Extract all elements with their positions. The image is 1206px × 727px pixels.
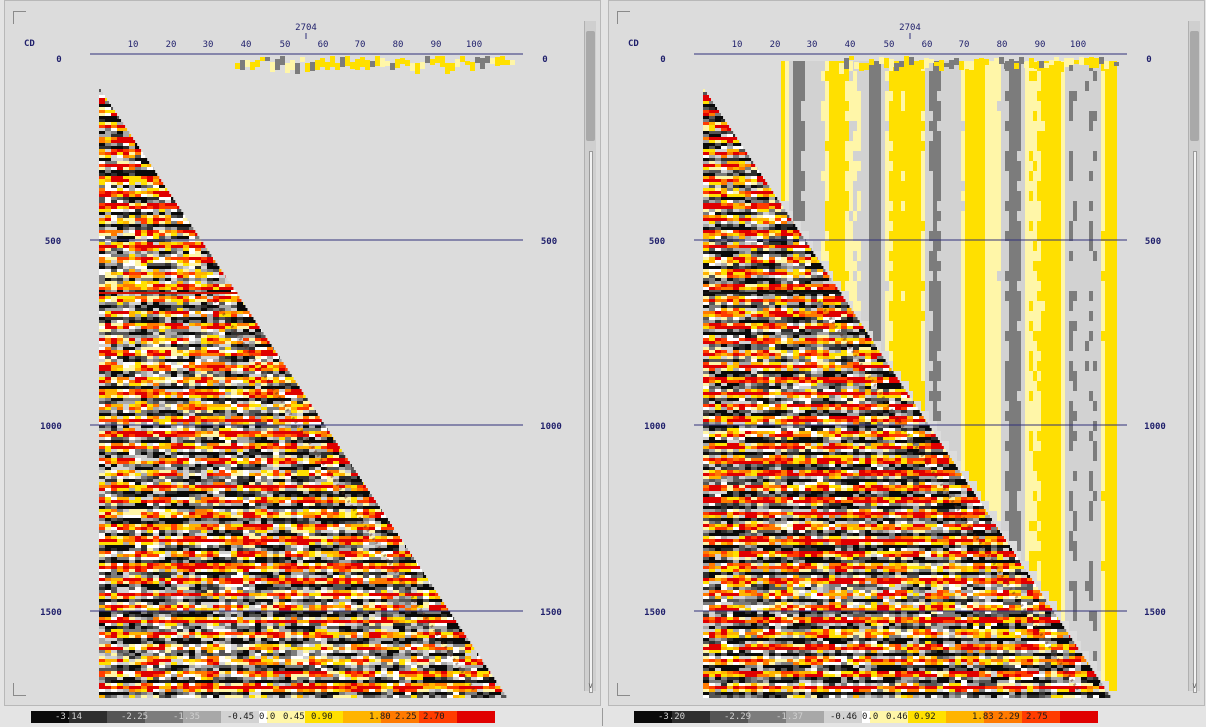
cdp-tick-label: 80: [393, 40, 404, 50]
colorbar-segment: [908, 711, 946, 723]
colorbar-segment: [634, 711, 672, 723]
scrollbar-track[interactable]: [1193, 151, 1197, 693]
cdp-tick-label: 80: [997, 40, 1008, 50]
time-label-right: 0: [542, 55, 547, 65]
time-label-left: 0: [56, 55, 61, 65]
colorbar-right: -3.20 -2.29 -1.37 -0.46 0.0 0.46 0.92 1.83 2.29 2…: [634, 711, 1098, 723]
colorbar-segment: [259, 711, 267, 723]
panel-corner: [617, 683, 630, 696]
seismic-panel-left: CD 2704 10 20 30 40 50 60 70 80 90 100 0 0 500 50…: [4, 0, 601, 706]
colorbar-segment: [946, 711, 984, 723]
cdp-tick-label: 90: [431, 40, 442, 50]
colorbar-segment: [1060, 711, 1098, 723]
colorbar-segment: [381, 711, 419, 723]
colorbar-segment: [31, 711, 69, 723]
cdp-label: CD: [628, 39, 639, 49]
cdp-tick-label: 10: [128, 40, 139, 50]
colorbar-segment: [419, 711, 457, 723]
colorbar-segment: [824, 711, 862, 723]
colorbar-segment: [267, 711, 305, 723]
time-label-left: 1500: [644, 608, 666, 618]
time-label-right: 1500: [540, 608, 562, 618]
cdp-tick-label: 40: [241, 40, 252, 50]
cdp-tick-label: 90: [1035, 40, 1046, 50]
time-label-left: 500: [45, 237, 61, 247]
colorbar-segment: [457, 711, 495, 723]
arrow-down-icon[interactable]: ∨: [587, 681, 594, 690]
time-label-right: 0: [1146, 55, 1151, 65]
colorbar-segment: [870, 711, 908, 723]
seismic-section-image: [694, 55, 1127, 698]
colorbar-segment: [710, 711, 748, 723]
panel-corner: [13, 683, 26, 696]
cdp-tick-label: 40: [845, 40, 856, 50]
time-label-right: 1500: [1144, 608, 1166, 618]
plot-axes: CD 2704 10 20 30 40 50 60 70 80 90 100 0 0 500 50…: [628, 23, 1166, 618]
time-label-right: 500: [1145, 237, 1161, 247]
colorbar-segment: [748, 711, 786, 723]
cdp-tick-label: 70: [959, 40, 970, 50]
time-label-left: 1500: [40, 608, 62, 618]
seismic-panel-right: CD 2704 10 20 30 40 50 60 70 80 90 100 0 0 500 50…: [608, 0, 1205, 706]
cdp-tick-labels: 10 20 30 40 50 60 70 80 90 100: [128, 40, 483, 50]
cdp-tick-label: 50: [884, 40, 895, 50]
colorbar-left: -3.14 -2.25 -1.35 -0.45 0.0 0.45 0.90 1.80 2.25 2…: [31, 711, 495, 723]
cdp-tick-label: 60: [922, 40, 933, 50]
colorbar-segment: [672, 711, 710, 723]
cdp-tick-label: 20: [166, 40, 177, 50]
cdp-tick-label: 100: [1070, 40, 1086, 50]
panel-corner: [13, 11, 26, 24]
cdp-tick-label: 50: [280, 40, 291, 50]
cdp-tick-label: 100: [466, 40, 482, 50]
cdp-tick-label: 10: [732, 40, 743, 50]
scrollbar-thumb[interactable]: [586, 31, 595, 141]
colorbar-segment: [343, 711, 381, 723]
scrollbar-thumb[interactable]: [1190, 31, 1199, 141]
arrow-down-icon[interactable]: ∨: [1191, 681, 1198, 690]
colorbar-segment: [1022, 711, 1060, 723]
scrollbar-track[interactable]: [589, 151, 593, 693]
trace-number-label: 2704: [295, 23, 317, 33]
time-label-right: 1000: [1144, 422, 1166, 432]
vertical-scrollbar[interactable]: ∨: [1188, 21, 1200, 693]
plot-axes: CD 2704 10 20 30 40 50 60 70 80 90 100 0 0 500 50…: [24, 23, 562, 618]
cdp-tick-label: 20: [770, 40, 781, 50]
time-label-left: 1000: [644, 422, 666, 432]
cdp-tick-label: 30: [807, 40, 818, 50]
cdp-tick-label: 70: [355, 40, 366, 50]
cdp-label: CD: [24, 39, 35, 49]
time-label-right: 500: [541, 237, 557, 247]
colorbar-segment: [183, 711, 221, 723]
panel-divider: [602, 708, 603, 726]
time-label-right: 1000: [540, 422, 562, 432]
time-label-left: 500: [649, 237, 665, 247]
colorbar-segment: [984, 711, 1022, 723]
seismic-section-image: [90, 55, 523, 698]
cdp-tick-labels: 10 20 30 40 50 60 70 80 90 100: [732, 40, 1087, 50]
colorbar-segment: [786, 711, 824, 723]
time-label-left: 0: [660, 55, 665, 65]
vertical-scrollbar[interactable]: ∨: [584, 21, 596, 693]
seismic-plot-right[interactable]: CD 2704 10 20 30 40 50 60 70 80 90 100 0 0 500 50…: [609, 1, 1205, 706]
colorbar-segment: [145, 711, 183, 723]
colorbar-segment: [69, 711, 107, 723]
colorbar-segment: [221, 711, 259, 723]
cdp-tick-label: 30: [203, 40, 214, 50]
colorbar-segment: [305, 711, 343, 723]
colorbar-segment: [107, 711, 145, 723]
time-label-left: 1000: [40, 422, 62, 432]
seismic-plot-left[interactable]: CD 2704 10 20 30 40 50 60 70 80 90 100 0 0 500 50…: [5, 1, 601, 706]
panel-corner: [617, 11, 630, 24]
cdp-tick-label: 60: [318, 40, 329, 50]
trace-number-label: 2704: [899, 23, 921, 33]
colorbar-segment: [862, 711, 870, 723]
